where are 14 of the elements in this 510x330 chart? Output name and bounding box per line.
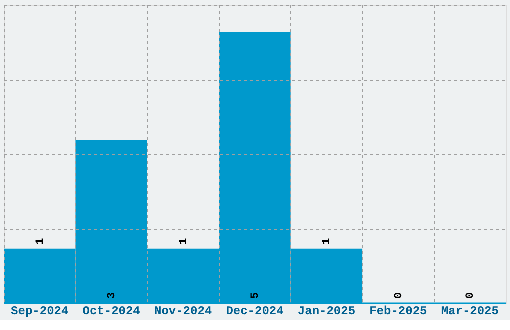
x-tick-label: Feb-2025 (370, 304, 428, 318)
x-tick-label: Oct-2024 (82, 304, 140, 318)
x-tick-label: Sep-2024 (11, 304, 69, 318)
data-label: 5 (250, 292, 262, 299)
data-label: 1 (178, 238, 190, 245)
x-tick-label: Jan-2025 (298, 304, 356, 318)
data-label: 3 (106, 292, 119, 299)
x-tick-label: Mar-2025 (441, 304, 499, 318)
data-label: 0 (465, 292, 478, 299)
x-tick-label: Dec-2024 (226, 304, 284, 318)
x-tick-label: Nov-2024 (154, 304, 212, 318)
data-label: 1 (322, 238, 334, 245)
data-label: 1 (34, 238, 47, 245)
data-label: 0 (393, 292, 406, 299)
